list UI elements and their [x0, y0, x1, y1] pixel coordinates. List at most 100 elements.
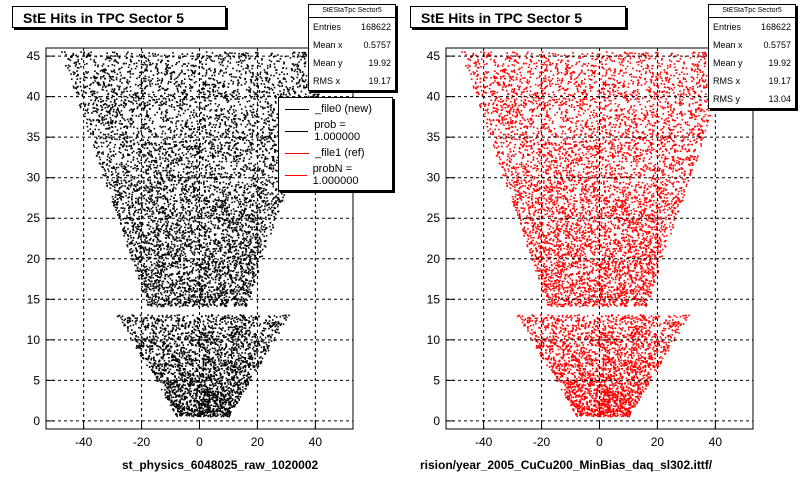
hit-point: [158, 186, 161, 189]
hit-point: [142, 166, 145, 168]
hit-point: [151, 264, 153, 267]
hit-point: [247, 245, 249, 247]
hit-point: [252, 130, 255, 132]
hit-point: [233, 111, 235, 113]
hit-point: [131, 219, 133, 222]
hit-point: [216, 286, 218, 288]
hit-point: [270, 214, 273, 217]
hit-point: [179, 201, 182, 204]
hit-point: [123, 207, 126, 210]
hit-point: [234, 89, 237, 92]
hit-point: [179, 302, 182, 304]
hit-point: [183, 412, 185, 414]
hit-point: [111, 179, 113, 182]
hit-point: [241, 333, 244, 336]
hit-point: [238, 371, 241, 374]
hit-point: [251, 142, 253, 144]
hit-point: [191, 326, 194, 328]
hit-point: [244, 304, 246, 306]
hit-point: [225, 361, 228, 363]
hit-point: [202, 360, 205, 362]
hit-point: [174, 376, 176, 378]
hit-point: [198, 182, 200, 185]
hit-point: [205, 400, 207, 403]
hit-point: [138, 196, 141, 199]
hit-point: [216, 117, 218, 119]
hit-point: [241, 351, 243, 354]
hit-point: [217, 86, 220, 89]
hit-point: [77, 67, 80, 69]
hit-point: [159, 330, 162, 333]
hit-point: [216, 204, 218, 206]
hit-point: [165, 152, 167, 155]
hit-point: [187, 278, 189, 280]
hit-point: [160, 270, 162, 272]
hit-point: [250, 162, 252, 165]
hit-point: [218, 397, 221, 400]
hit-point: [296, 71, 299, 73]
hit-point: [245, 110, 248, 112]
hit-point: [234, 381, 236, 384]
hit-point: [92, 92, 94, 95]
hit-point: [179, 405, 182, 408]
hit-point: [210, 404, 213, 406]
hit-point: [219, 250, 222, 253]
hit-point: [112, 105, 114, 108]
hit-point: [173, 70, 175, 73]
hit-point: [171, 234, 173, 237]
hit-point: [155, 319, 158, 322]
hit-point: [161, 363, 163, 366]
hit-point: [154, 149, 156, 152]
hit-point: [168, 127, 171, 130]
hit-point: [131, 222, 133, 224]
hit-point: [195, 114, 197, 117]
hit-point: [220, 293, 222, 295]
hit-point: [247, 382, 249, 385]
hit-point: [152, 55, 155, 57]
hit-point: [240, 258, 243, 261]
hit-point: [182, 295, 184, 297]
hit-point: [199, 101, 202, 104]
hit-point: [164, 290, 166, 292]
hit-point: [265, 343, 268, 346]
hit-point: [217, 393, 219, 396]
hit-point: [251, 358, 254, 361]
hit-point: [114, 126, 117, 128]
hit-point: [212, 400, 215, 402]
hit-point: [222, 85, 224, 87]
hit-point: [119, 194, 121, 196]
hit-point: [279, 85, 281, 88]
hit-point: [168, 99, 171, 102]
hit-point: [191, 374, 193, 376]
hit-point: [219, 323, 221, 325]
hit-point: [205, 274, 208, 276]
hit-point: [182, 367, 185, 370]
hit-point: [183, 378, 186, 380]
hit-point: [99, 70, 102, 72]
hit-point: [180, 332, 183, 335]
hit-point: [158, 230, 161, 232]
hit-point: [228, 244, 230, 247]
hit-point: [128, 196, 130, 198]
hit-point: [229, 223, 231, 225]
hit-point: [148, 119, 151, 122]
hit-point: [102, 174, 104, 176]
hit-point: [176, 414, 178, 416]
hit-point: [248, 285, 251, 288]
hit-point: [153, 362, 156, 364]
hit-point: [213, 155, 215, 157]
hit-point: [158, 107, 161, 109]
hit-point: [135, 323, 137, 325]
hit-point: [204, 293, 206, 295]
hit-point: [241, 331, 243, 334]
hit-point: [241, 328, 243, 331]
hit-point: [238, 304, 240, 306]
hit-point: [146, 110, 148, 112]
hit-point: [153, 285, 155, 288]
hit-point: [116, 174, 118, 177]
hit-point: [154, 322, 157, 325]
hit-point: [148, 130, 150, 133]
hit-point: [160, 60, 163, 63]
hit-point: [156, 198, 159, 200]
hit-point: [164, 114, 167, 117]
